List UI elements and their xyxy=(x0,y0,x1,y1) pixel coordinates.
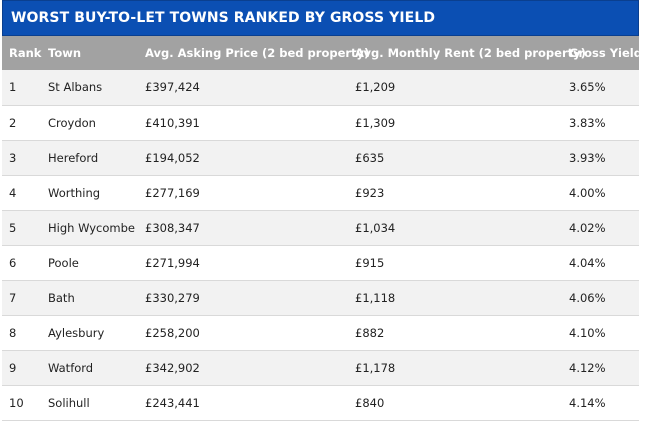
table-row: 3 Hereford £194,052 £635 3.93% xyxy=(2,140,639,175)
gross-yield-cell: 4.10% xyxy=(569,325,606,340)
gross-yield-cell: 4.02% xyxy=(569,220,606,235)
header-asking-price: Avg. Asking Price (2 bed property) xyxy=(145,46,370,60)
monthly-rent-cell: £1,178 xyxy=(355,360,396,375)
monthly-rent-cell: £1,034 xyxy=(355,220,396,235)
yield-table: Rank Town Avg. Asking Price (2 bed prope… xyxy=(2,36,642,421)
town-cell: St Albans xyxy=(48,80,103,95)
header-gross-yield: Gross Yield xyxy=(569,46,642,60)
table-row: 1 St Albans £397,424 £1,209 3.65% xyxy=(2,70,639,105)
town-cell: Poole xyxy=(48,255,79,270)
table-row: 8 Aylesbury £258,200 £882 4.10% xyxy=(2,315,639,350)
town-cell: Worthing xyxy=(48,185,101,200)
table-title: WORST BUY-TO-LET TOWNS RANKED BY GROSS Y… xyxy=(2,0,639,36)
asking-price-cell: £194,052 xyxy=(145,150,200,165)
rank-cell: 10 xyxy=(9,395,24,410)
rank-cell: 1 xyxy=(9,80,17,95)
rank-cell: 6 xyxy=(9,255,17,270)
asking-price-cell: £258,200 xyxy=(145,325,200,340)
asking-price-cell: £410,391 xyxy=(145,115,200,130)
town-cell: Watford xyxy=(48,360,94,375)
table-header-row: Rank Town Avg. Asking Price (2 bed prope… xyxy=(2,36,642,70)
asking-price-cell: £277,169 xyxy=(145,185,200,200)
gross-yield-cell: 4.04% xyxy=(569,255,606,270)
table-row: 2 Croydon £410,391 £1,309 3.83% xyxy=(2,105,639,140)
rank-cell: 3 xyxy=(9,150,17,165)
asking-price-cell: £342,902 xyxy=(145,360,200,375)
monthly-rent-cell: £882 xyxy=(355,325,385,340)
table-row: 6 Poole £271,994 £915 4.04% xyxy=(2,245,639,280)
rank-cell: 5 xyxy=(9,220,17,235)
town-cell: Solihull xyxy=(48,395,90,410)
table-row: 5 High Wycombe £308,347 £1,034 4.02% xyxy=(2,210,639,245)
monthly-rent-cell: £635 xyxy=(355,150,385,165)
town-cell: Hereford xyxy=(48,150,99,165)
gross-yield-cell: 3.93% xyxy=(569,150,606,165)
header-rank: Rank xyxy=(9,46,42,60)
town-cell: Croydon xyxy=(48,115,96,130)
town-cell: Aylesbury xyxy=(48,325,105,340)
table-row: 9 Watford £342,902 £1,178 4.12% xyxy=(2,350,639,385)
gross-yield-cell: 4.00% xyxy=(569,185,606,200)
table-row: 10 Solihull £243,441 £840 4.14% xyxy=(2,385,639,420)
monthly-rent-cell: £923 xyxy=(355,185,385,200)
gross-yield-cell: 4.12% xyxy=(569,360,606,375)
header-monthly-rent: Avg. Monthly Rent (2 bed property) xyxy=(355,46,586,60)
monthly-rent-cell: £1,209 xyxy=(355,80,396,95)
town-cell: Bath xyxy=(48,290,75,305)
asking-price-cell: £397,424 xyxy=(145,80,200,95)
asking-price-cell: £271,994 xyxy=(145,255,200,270)
monthly-rent-cell: £1,309 xyxy=(355,115,396,130)
town-cell: High Wycombe xyxy=(48,220,135,235)
asking-price-cell: £308,347 xyxy=(145,220,200,235)
gross-yield-cell: 3.83% xyxy=(569,115,606,130)
gross-yield-cell: 4.14% xyxy=(569,395,606,410)
gross-yield-cell: 3.65% xyxy=(569,80,606,95)
monthly-rent-cell: £1,118 xyxy=(355,290,396,305)
asking-price-cell: £243,441 xyxy=(145,395,200,410)
table-row: 7 Bath £330,279 £1,118 4.06% xyxy=(2,280,639,315)
rank-cell: 2 xyxy=(9,115,17,130)
monthly-rent-cell: £915 xyxy=(355,255,385,270)
rank-cell: 7 xyxy=(9,290,17,305)
rank-cell: 4 xyxy=(9,185,17,200)
asking-price-cell: £330,279 xyxy=(145,290,200,305)
gross-yield-cell: 4.06% xyxy=(569,290,606,305)
table-row: 4 Worthing £277,169 £923 4.00% xyxy=(2,175,639,210)
monthly-rent-cell: £840 xyxy=(355,395,385,410)
rank-cell: 8 xyxy=(9,325,17,340)
rank-cell: 9 xyxy=(9,360,17,375)
header-town: Town xyxy=(48,46,82,60)
